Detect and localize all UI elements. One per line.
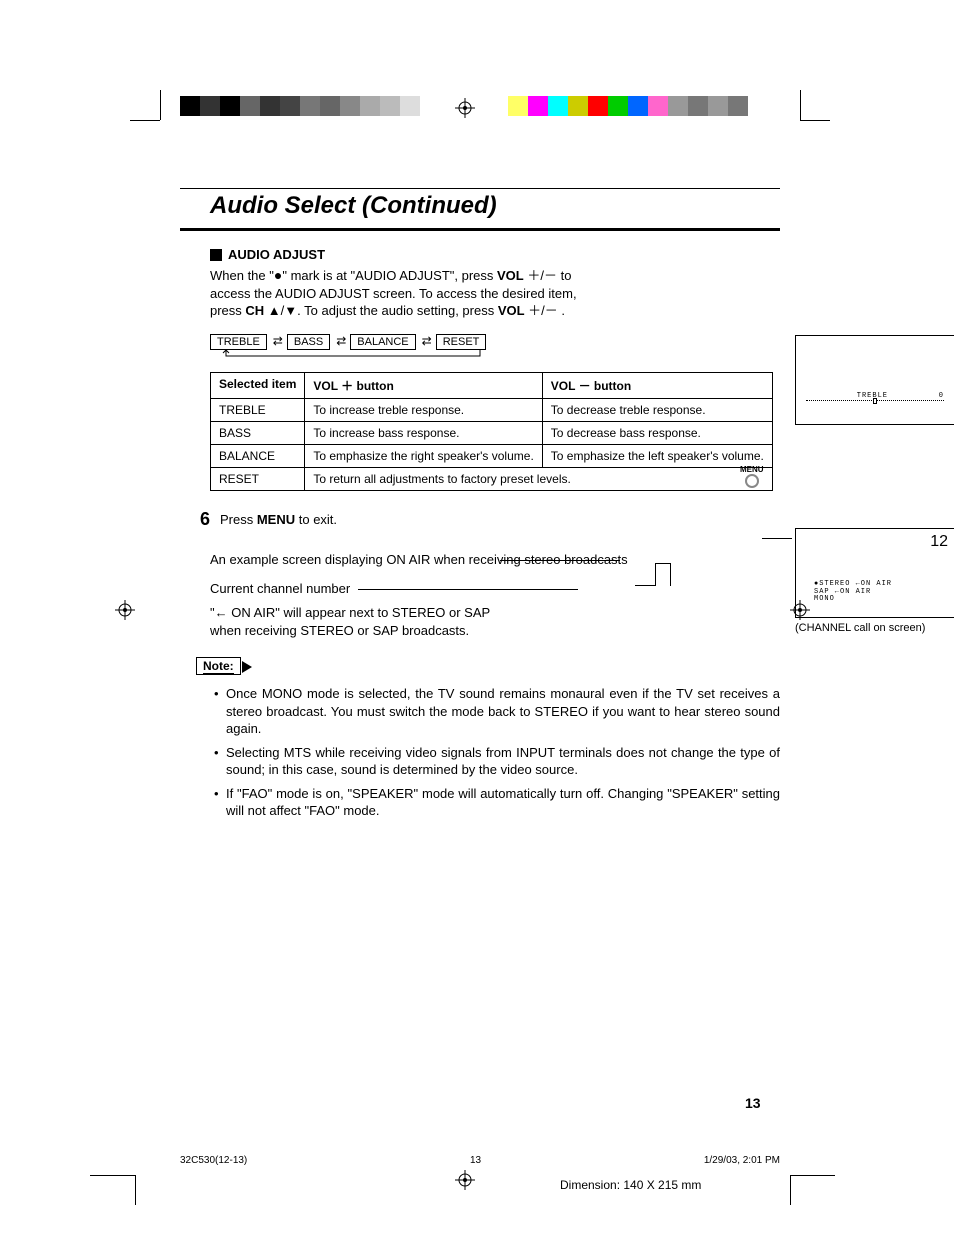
leader-line: [762, 538, 792, 539]
leader-line: [655, 563, 670, 564]
callout-onair: "← ON AIR" will appear next to STEREO or…: [210, 604, 490, 639]
footer-date: 1/29/03, 2:01 PM: [704, 1155, 780, 1166]
notes-list: Once MONO mode is selected, the TV sound…: [214, 685, 780, 820]
square-bullet-icon: [210, 249, 222, 261]
menu-icon-label: MENU: [740, 465, 764, 474]
registration-mark-icon: [455, 1170, 475, 1190]
leader-line: [670, 563, 671, 586]
adjust-table: Selected item VOL ＋ button VOL － button …: [210, 372, 773, 491]
treble-screen: TREBLE 0: [795, 335, 954, 425]
section-heading-label: AUDIO ADJUST: [228, 247, 325, 262]
intro-text: When the "●" mark is at "AUDIO ADJUST", …: [210, 266, 590, 320]
double-arrow-icon: ⇄: [336, 334, 344, 348]
table-row: BALANCE To emphasize the right speaker's…: [211, 444, 773, 467]
example-caption: An example screen displaying ON AIR when…: [210, 552, 780, 567]
step-number: 6: [194, 509, 210, 530]
cropmark: [790, 1175, 835, 1176]
flow-box: TREBLE: [210, 334, 267, 350]
cropmark: [800, 120, 830, 121]
osd-line: MONO: [814, 596, 892, 604]
title-bar: Audio Select (Continued): [180, 170, 780, 231]
footer: 32C530(12-13) 13 1/29/03, 2:01 PM: [180, 1155, 780, 1166]
double-arrow-icon: ⇄: [273, 334, 281, 348]
table-header: Selected item: [211, 372, 305, 398]
footer-page: 13: [470, 1155, 481, 1166]
table-header: VOL ＋ button: [305, 372, 542, 398]
cropmark: [790, 1175, 791, 1205]
registration-mark-icon: [115, 600, 135, 620]
note-heading: Note:: [196, 657, 241, 675]
cropmark: [135, 1175, 136, 1205]
table-row: BASS To increase bass response. To decre…: [211, 421, 773, 444]
cropmark: [800, 90, 801, 120]
note-item: Selecting MTS while receiving video sign…: [214, 744, 780, 779]
note-item: Once MONO mode is selected, the TV sound…: [214, 685, 780, 738]
table-header: VOL － button: [542, 372, 772, 398]
menu-flow: TREBLE ⇄ BASS ⇄ BALANCE ⇄ RESET: [210, 334, 780, 350]
screen-caption: (CHANNEL call on screen): [795, 622, 954, 634]
note-item: If "FAO" mode is on, "SPEAKER" mode will…: [214, 785, 780, 820]
page-number: 13: [745, 1095, 761, 1111]
flow-box: RESET: [436, 334, 487, 350]
section-heading: AUDIO ADJUST: [210, 247, 780, 262]
footer-file: 32C530(12-13): [180, 1155, 247, 1166]
dimension-note: Dimension: 140 X 215 mm: [560, 1178, 701, 1192]
page-title: Audio Select (Continued): [180, 190, 780, 224]
double-arrow-icon: ⇄: [422, 334, 430, 348]
flow-return-arrow: [210, 350, 780, 362]
channel-screen: 12 ●STEREO ←ON AIR SAP ←ON AIR MONO (CHA…: [795, 528, 954, 634]
cropmark: [130, 120, 160, 121]
menu-button-icon: MENU: [740, 465, 764, 488]
cropmark: [160, 90, 161, 120]
callout-channel: Current channel number: [210, 581, 780, 596]
osd-value: 0: [939, 392, 944, 400]
callout-line: [500, 560, 620, 561]
leader-line: [635, 585, 655, 586]
step-6: 6 Press MENU to exit.: [194, 509, 780, 530]
osd-channel: 12: [930, 533, 948, 551]
table-row: RESET To return all adjustments to facto…: [211, 467, 773, 490]
leader-line: [655, 563, 656, 586]
flow-box: BALANCE: [350, 334, 415, 350]
table-row: TREBLE To increase treble response. To d…: [211, 398, 773, 421]
cropmark: [90, 1175, 135, 1176]
flow-box: BASS: [287, 334, 330, 350]
